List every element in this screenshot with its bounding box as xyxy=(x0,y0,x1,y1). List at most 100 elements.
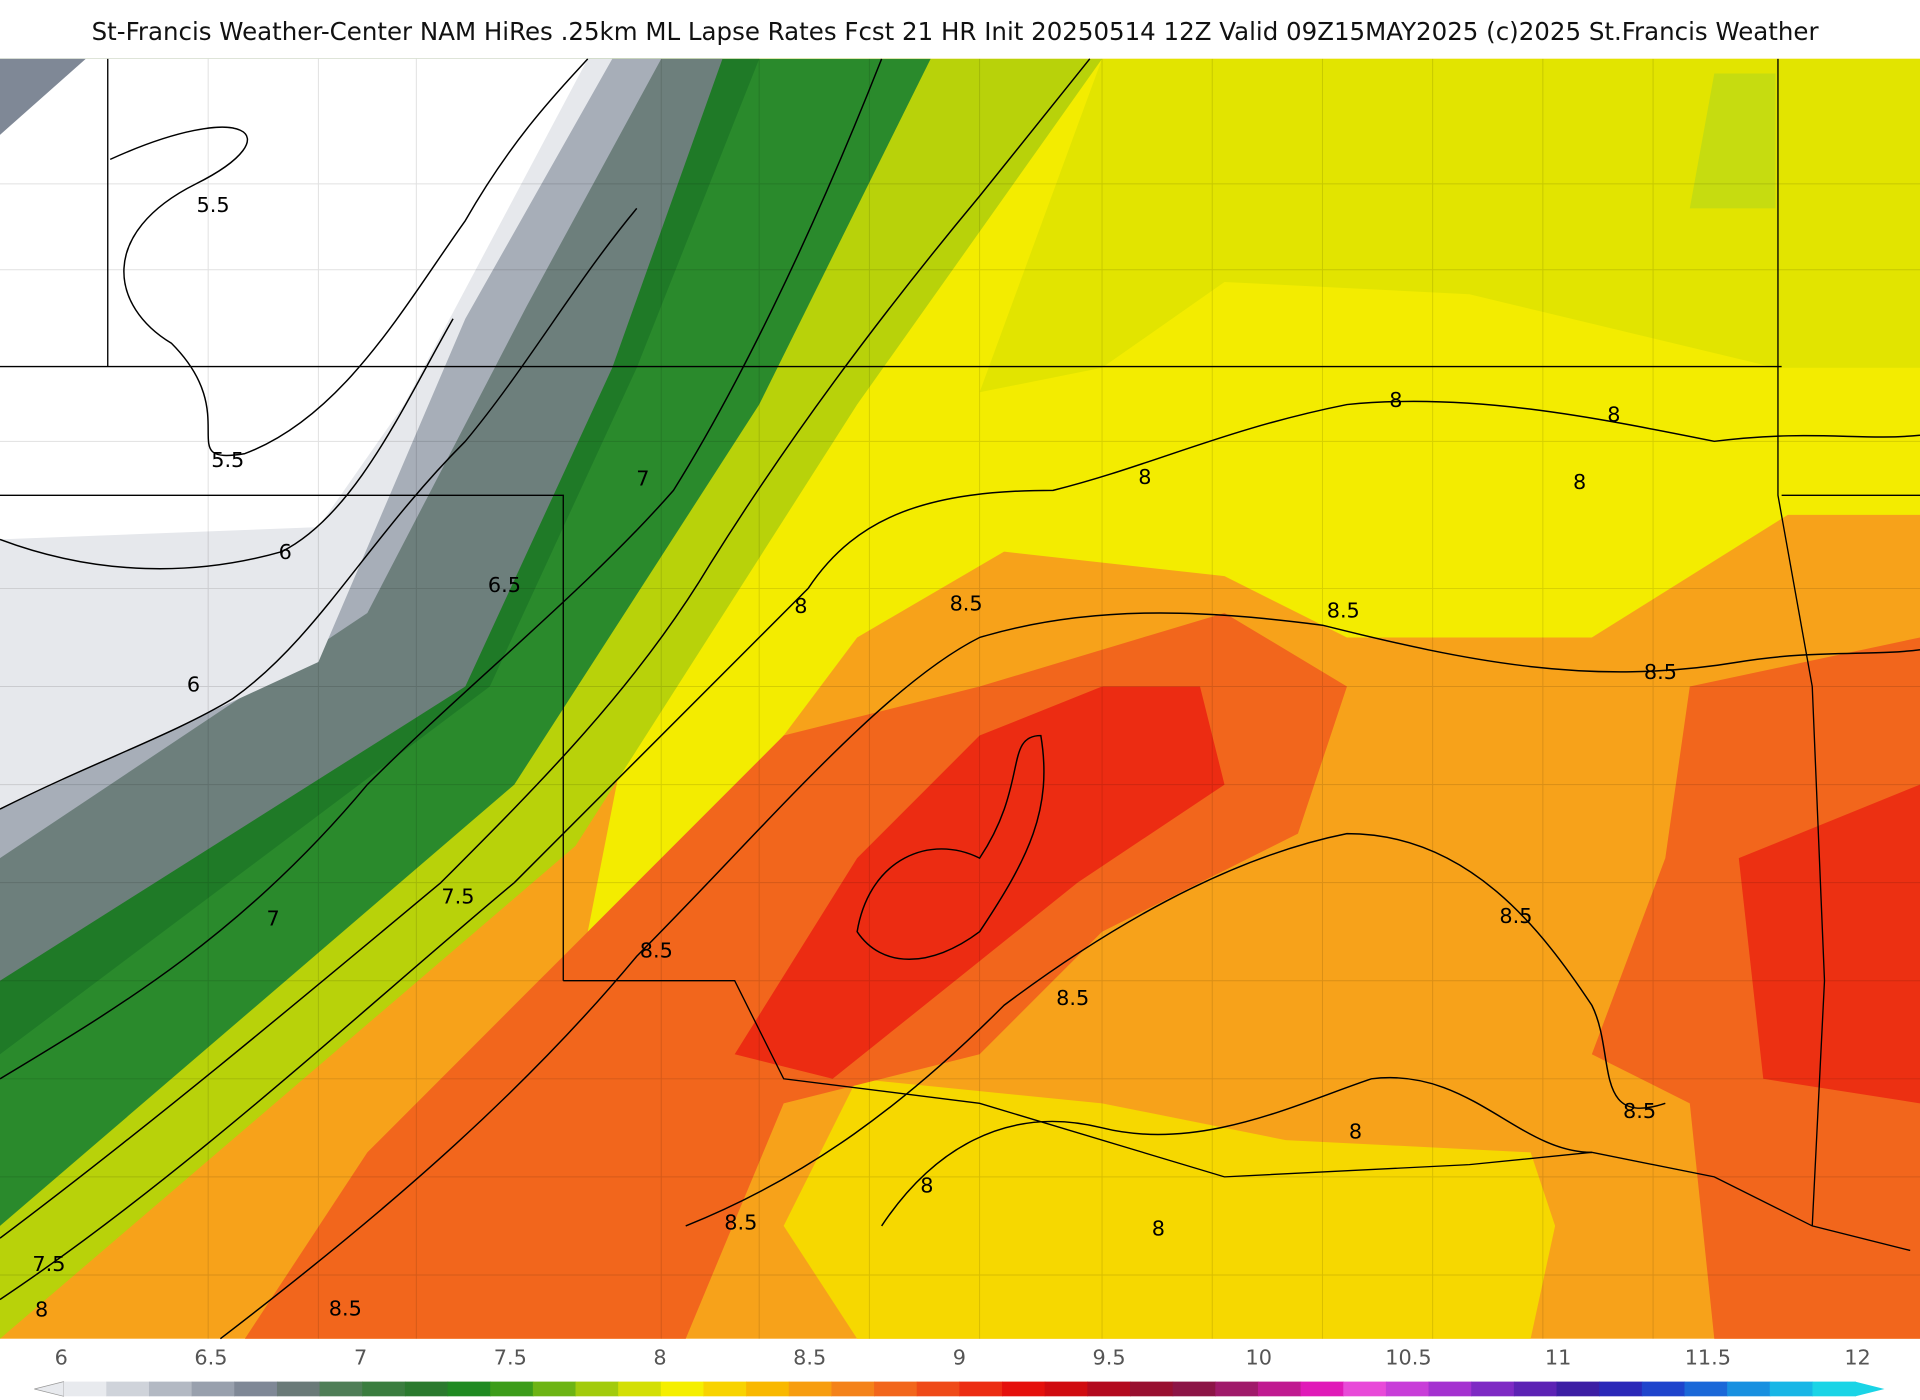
contour-6 xyxy=(0,318,454,570)
colorbar-swatch xyxy=(1215,1381,1259,1397)
colorbar-swatch xyxy=(404,1381,449,1397)
contour-8-5-north xyxy=(219,612,1920,1340)
contour-label: 8.5 xyxy=(950,591,983,615)
contour-7-5 xyxy=(0,58,1091,1239)
contour-8 xyxy=(0,400,1920,1301)
colorbar-swatch xyxy=(1641,1381,1686,1397)
contour-label: 8 xyxy=(1349,1120,1362,1144)
colorbar-swatch xyxy=(63,1381,107,1397)
colorbar-swatch xyxy=(148,1381,193,1397)
colorbar-tick-label: 7.5 xyxy=(494,1345,527,1369)
colorbar-swatch xyxy=(788,1381,833,1397)
contour-label: 8 xyxy=(794,594,807,618)
colorbar-swatch xyxy=(1257,1381,1302,1397)
colorbar-swatch xyxy=(618,1381,662,1397)
map-area xyxy=(0,58,1920,1340)
map-title: St-Francis Weather-Center NAM HiRes .25k… xyxy=(92,17,1820,46)
field-yellow-south xyxy=(783,1078,1556,1339)
colorbar-tick-label: 10 xyxy=(1246,1345,1272,1369)
colorbar: 6 6.5 7 7.5 8 8.5 9 9.5 10 10.5 11 11.5 12 xyxy=(34,1345,1885,1397)
field-white xyxy=(0,58,588,540)
field-red-east xyxy=(1738,784,1920,1104)
colorbar-swatch xyxy=(703,1381,747,1397)
field-corner xyxy=(0,58,86,135)
colorbar-swatch xyxy=(1300,1381,1344,1397)
colorbar-swatch xyxy=(575,1381,619,1397)
county-lines xyxy=(0,58,1920,1339)
state-lines xyxy=(0,58,1920,1252)
colorbar-swatch xyxy=(959,1381,1003,1397)
colorbar-swatch xyxy=(276,1381,321,1397)
contour-label: 8 xyxy=(1152,1217,1165,1241)
colorbar-swatch xyxy=(1727,1381,1771,1397)
colorbar-swatch xyxy=(1002,1381,1046,1397)
colorbar-tick-label: 8.5 xyxy=(793,1345,826,1369)
contour-label: 8 xyxy=(35,1298,48,1322)
colorbar-swatch xyxy=(1599,1381,1643,1397)
contour-label: 8.5 xyxy=(329,1296,362,1320)
colorbar-swatch xyxy=(1812,1381,1856,1397)
contour-label: 8 xyxy=(1573,470,1586,494)
colorbar-tick-label: 7 xyxy=(354,1345,367,1369)
contour-label: 7.5 xyxy=(441,884,474,908)
colorbar-tick-label: 11.5 xyxy=(1685,1345,1731,1369)
field-yellow-green xyxy=(979,58,1920,393)
contour-label: 7.5 xyxy=(32,1252,65,1276)
colorbar-tick-label: 9 xyxy=(953,1345,966,1369)
colorbar-swatch xyxy=(660,1381,705,1397)
colorbar-tick-label: 10.5 xyxy=(1385,1345,1431,1369)
colorbar-swatch xyxy=(532,1381,577,1397)
colorbar-swatch xyxy=(1044,1381,1088,1397)
colorbar-swatch xyxy=(1769,1381,1814,1397)
colorbar-tick-label: 8 xyxy=(653,1345,666,1369)
contour-label: 8.5 xyxy=(1327,599,1360,623)
contour-7 xyxy=(0,58,883,1080)
colorbar-tick-label: 12 xyxy=(1844,1345,1870,1369)
contour-label: 8.5 xyxy=(1644,660,1677,684)
colorbar-tick-label: 6.5 xyxy=(194,1345,227,1369)
contour-8-south xyxy=(881,1076,1592,1227)
contour-label: 8 xyxy=(1389,388,1402,412)
contour-label: 6 xyxy=(187,672,200,696)
colorbar-swatch xyxy=(447,1381,491,1397)
colorbar-swatch xyxy=(234,1381,278,1397)
colorbar-swatch xyxy=(106,1381,150,1397)
colorbar-swatch xyxy=(362,1381,406,1397)
field-green-patch xyxy=(1689,73,1776,209)
contour-6-5 xyxy=(0,207,638,810)
contour-5-5 xyxy=(109,58,589,457)
contour-8-5-south xyxy=(685,832,1666,1227)
contour-label: 6 xyxy=(279,540,292,564)
colorbar-swatch xyxy=(831,1381,875,1397)
colorbar-tick-label: 9.5 xyxy=(1093,1345,1126,1369)
colorbar-swatch xyxy=(1471,1381,1515,1397)
contour-label: 8.5 xyxy=(640,938,673,962)
contour-labels: 5.5 5.5 6 6.5 6 7 7 7.5 7.5 8 8 8 8 8 8 8.5 8.5 8.5 8.5 8.5… xyxy=(32,193,1677,1322)
contour-label: 5.5 xyxy=(197,193,230,217)
contour-label: 7 xyxy=(636,466,649,490)
contour-label: 8 xyxy=(920,1174,933,1198)
colorbar-swatch xyxy=(746,1381,790,1397)
contour-label: 6.5 xyxy=(488,573,521,597)
colorbar-swatch xyxy=(1556,1381,1600,1397)
contour-9 xyxy=(856,734,1045,960)
colorbar-swatch xyxy=(874,1381,918,1397)
colorbar-swatch xyxy=(490,1381,534,1397)
contour-label: 8 xyxy=(1607,403,1620,427)
colorbar-swatch xyxy=(916,1381,960,1397)
colorbar-swatch xyxy=(1513,1381,1558,1397)
contour-label: 8 xyxy=(1138,465,1151,489)
colorbar-swatch xyxy=(1385,1381,1430,1397)
contour-label: 8.5 xyxy=(1056,986,1089,1010)
contour-label: 8.5 xyxy=(1623,1099,1656,1123)
contour-label: 8.5 xyxy=(1499,904,1532,928)
colorbar-swatch xyxy=(1684,1381,1728,1397)
colorbar-swatch xyxy=(1343,1381,1387,1397)
field-red xyxy=(734,686,1225,1079)
contour-label: 5.5 xyxy=(211,448,244,472)
colorbar-tick-label: 11 xyxy=(1545,1345,1571,1369)
contour-label: 7 xyxy=(266,906,279,930)
colorbar-tick-label: 6 xyxy=(55,1345,68,1369)
colorbar-swatch xyxy=(191,1381,235,1397)
